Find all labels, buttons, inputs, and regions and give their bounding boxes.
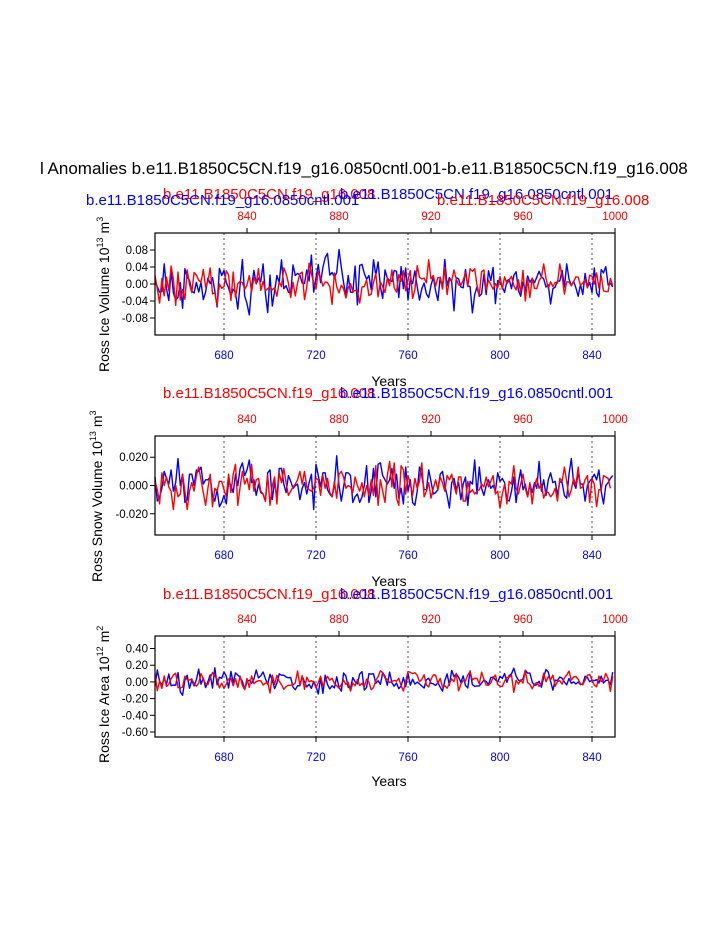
x-tick-label-bottom: 800 bbox=[490, 350, 509, 362]
y-tick-label: -0.020 bbox=[115, 509, 148, 521]
y-axis-label: Ross Snow Volume 1013 m3 bbox=[88, 410, 105, 582]
y-tick-label: 0.20 bbox=[126, 660, 148, 672]
x-tick-label-top: 840 bbox=[237, 614, 256, 626]
run-label-red: b.e11.B1850C5CN.f19_g16.008 bbox=[163, 186, 375, 203]
y-label-unit: m bbox=[96, 631, 112, 643]
x-tick-label-bottom: 720 bbox=[306, 350, 325, 362]
x-tick-label-bottom: 680 bbox=[214, 350, 233, 362]
x-tick-label-top: 920 bbox=[421, 414, 440, 426]
run-label-blue-extra: b.e11.B1850C5CN.f19_g16.0850cntl.001 bbox=[86, 192, 359, 209]
y-label-unit-power: 3 bbox=[95, 217, 105, 222]
plot-area: 0.08 0.04 0.00 -0.04 -0.08 680 720 760 800 840 840… bbox=[122, 211, 628, 362]
y-label-exponent: 13 bbox=[95, 237, 105, 247]
run-label-blue: b.e11.B1850C5CN.f19_g16.0850cntl.001 bbox=[340, 586, 613, 603]
plot-frame bbox=[154, 635, 616, 738]
run-label-red: b.e11.B1850C5CN.f19_g16.008 bbox=[163, 586, 375, 603]
x-axis-label: Years bbox=[371, 773, 406, 789]
x-tick-label-bottom: 720 bbox=[306, 550, 325, 562]
y-axis-label: Ross Ice Area 1012 m2 bbox=[95, 626, 112, 763]
x-tick-label-bottom: 840 bbox=[582, 550, 601, 562]
plot-area: 0.40 0.20 0.00 -0.20 -0.40 -0.60 680 720 760 800 8… bbox=[122, 614, 628, 764]
y-label-unit: m bbox=[96, 222, 112, 234]
y-tick-label: -0.40 bbox=[122, 710, 148, 722]
run-label-blue: b.e11.B1850C5CN.f19_g16.0850cntl.001 bbox=[340, 186, 613, 203]
x-tick-label-top: 920 bbox=[421, 211, 440, 223]
panel-ice-area: b.e11.B1850C5CN.f19_g16.008 b.e11.B1850C… bbox=[95, 586, 628, 789]
x-tick-label-top: 880 bbox=[329, 414, 348, 426]
panel-snow-volume: b.e11.B1850C5CN.f19_g16.008 b.e11.B1850C… bbox=[88, 385, 628, 589]
y-tick-label: 0.00 bbox=[126, 279, 148, 291]
x-tick-label-bottom: 760 bbox=[398, 550, 417, 562]
x-tick-label-bottom: 840 bbox=[582, 350, 601, 362]
y-label-exponent: 12 bbox=[95, 646, 105, 656]
x-axis-label: Years bbox=[371, 373, 406, 389]
y-label-unit-power: 3 bbox=[88, 410, 98, 415]
x-tick-label-top: 1000 bbox=[602, 211, 628, 223]
plot-area: 0.020 0.000 -0.020 680 720 760 800 840 840 880 920… bbox=[115, 414, 627, 562]
y-tick-label: -0.60 bbox=[122, 727, 148, 739]
y-tick-label: 0.08 bbox=[126, 245, 148, 257]
y-label-exponent: 13 bbox=[88, 431, 98, 441]
y-tick-label: 0.04 bbox=[126, 262, 149, 274]
x-tick-label-top: 840 bbox=[237, 414, 256, 426]
x-tick-label-bottom: 800 bbox=[490, 550, 509, 562]
y-tick-label: -0.08 bbox=[122, 313, 148, 325]
series-line-red bbox=[154, 669, 614, 694]
y-label-unit: m bbox=[89, 415, 105, 427]
y-tick-label: 0.40 bbox=[126, 644, 148, 656]
x-tick-label-top: 880 bbox=[329, 211, 348, 223]
x-tick-label-top: 960 bbox=[513, 211, 532, 223]
x-tick-label-bottom: 800 bbox=[490, 752, 509, 764]
series-line-red bbox=[154, 259, 614, 306]
x-tick-label-bottom: 840 bbox=[582, 752, 601, 764]
series-line-red bbox=[154, 460, 612, 511]
y-tick-label: -0.04 bbox=[122, 296, 149, 308]
run-label-blue: b.e11.B1850C5CN.f19_g16.0850cntl.001 bbox=[340, 385, 613, 402]
y-label-text: Ross Ice Area 10 bbox=[96, 656, 112, 763]
x-tick-label-bottom: 680 bbox=[214, 550, 233, 562]
x-axis-label: Years bbox=[371, 573, 406, 589]
run-label-red-extra: b.e11.B1850C5CN.f19_g16.008 bbox=[437, 192, 649, 209]
run-label-red: b.e11.B1850C5CN.f19_g16.008 bbox=[163, 385, 375, 402]
panel-ice-volume: b.e11.B1850C5CN.f19_g16.008 b.e11.B1850C… bbox=[86, 186, 649, 389]
y-label-text: Ross Snow Volume 10 bbox=[89, 441, 105, 582]
y-tick-label: -0.20 bbox=[122, 694, 148, 706]
x-tick-label-bottom: 720 bbox=[306, 752, 325, 764]
x-tick-label-bottom: 680 bbox=[214, 752, 233, 764]
y-label-text: Ross Ice Volume 10 bbox=[96, 247, 112, 372]
x-tick-label-top: 1000 bbox=[602, 414, 628, 426]
x-tick-label-top: 960 bbox=[513, 614, 532, 626]
figure-title: l Anomalies b.e11.B1850C5CN.f19_g16.0850… bbox=[40, 159, 688, 178]
x-tick-label-top: 1000 bbox=[602, 614, 628, 626]
x-tick-label-bottom: 760 bbox=[398, 752, 417, 764]
x-tick-label-bottom: 760 bbox=[398, 350, 417, 362]
y-label-unit-power: 2 bbox=[95, 626, 105, 631]
y-tick-label: 0.000 bbox=[119, 481, 148, 493]
plot-frame bbox=[154, 435, 616, 536]
y-tick-label: 0.00 bbox=[126, 677, 148, 689]
y-tick-label: 0.020 bbox=[119, 452, 148, 464]
x-tick-label-top: 960 bbox=[513, 414, 532, 426]
x-tick-label-top: 840 bbox=[237, 211, 256, 223]
x-tick-label-top: 920 bbox=[421, 614, 440, 626]
y-axis-label: Ross Ice Volume 1013 m3 bbox=[95, 217, 112, 372]
x-tick-label-top: 880 bbox=[329, 614, 348, 626]
